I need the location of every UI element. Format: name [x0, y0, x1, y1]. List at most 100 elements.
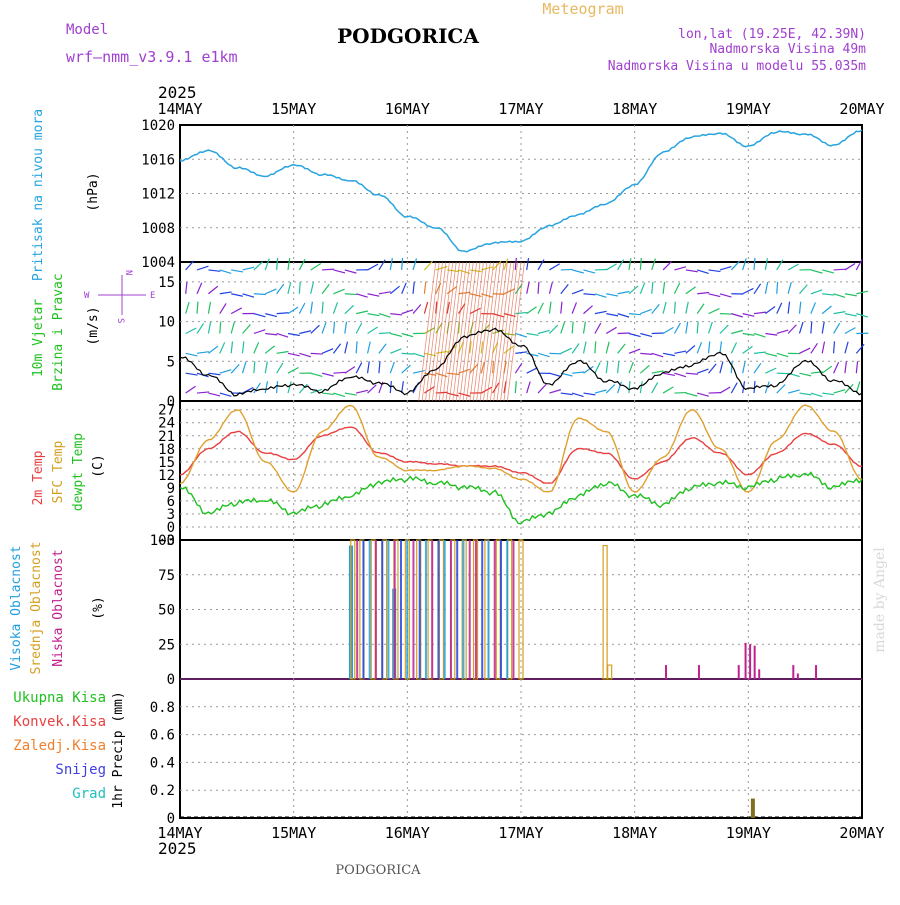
wind-arrow [640, 309, 651, 313]
cloud-bar-dense [462, 540, 464, 679]
station-elevation: Nadmorska Visina 49m [709, 42, 866, 57]
wind-arrow [322, 302, 323, 314]
wind-arrow [731, 314, 743, 317]
wind-arrow [186, 328, 197, 333]
wind-arrow [243, 324, 251, 333]
wind-hatch [429, 262, 446, 401]
wind-arrow [629, 362, 633, 373]
cloud-bar-low [758, 669, 760, 679]
wind-arrow [208, 286, 217, 293]
wind-arrow [595, 311, 607, 313]
cloud-bar-dense [425, 540, 427, 679]
wind-arrow [765, 368, 776, 373]
wind-arrow [697, 322, 698, 334]
wind-arrow [254, 294, 266, 295]
wind-arrow [379, 292, 391, 294]
cloud-bar-dense [406, 540, 408, 679]
wind-arrow [538, 353, 550, 356]
wind-arrow [197, 323, 204, 333]
wind-arrow [674, 373, 685, 376]
wind-arrow [208, 322, 210, 334]
cloud-bar-low [738, 665, 740, 679]
wind-arrow [799, 348, 810, 353]
wind-arrow [186, 282, 187, 294]
wind-arrow [254, 330, 265, 334]
wind-arrow [356, 311, 368, 314]
wind-arrow [799, 302, 800, 314]
wind-arrow [413, 258, 416, 269]
cloud-bar-mid [608, 665, 612, 679]
wind-arrow [458, 292, 470, 294]
wind-tick-label: 15 [158, 275, 175, 291]
wind-arrow [595, 294, 606, 297]
wind-arrow [265, 361, 267, 373]
wind-arrow [652, 304, 660, 313]
wind-arrow [697, 369, 708, 373]
wind-arrow [549, 282, 552, 294]
cloud-bar-low [745, 643, 747, 679]
wind-arrow [754, 312, 766, 313]
cloud-bar-dense [450, 540, 452, 679]
wind-arrow [265, 381, 267, 393]
wind-arrow [709, 322, 713, 333]
pressure-tick-label: 1008 [141, 221, 175, 237]
cloud-bar-mid [439, 540, 443, 679]
wind-arrow [799, 393, 811, 395]
wind-arrow [788, 264, 798, 270]
wind-arrow [288, 307, 298, 314]
wind-arrow [356, 390, 368, 393]
wind-hatch [446, 262, 463, 401]
wind-arrow [333, 289, 344, 294]
pressure-tick-label: 1020 [141, 118, 175, 134]
pressure-tick-label: 1004 [141, 255, 175, 271]
wind-arrow [640, 365, 649, 373]
wind-arrow [333, 393, 344, 397]
wind-arrow [754, 333, 765, 337]
precip-tick-label: 0.8 [150, 700, 175, 716]
wind-arrow [834, 390, 846, 393]
wind-arrow [197, 302, 198, 314]
wind-arrow [572, 344, 579, 354]
wind-arrow [345, 322, 347, 334]
wind-arrow [277, 363, 283, 373]
wind-arrow [333, 270, 345, 273]
wind-arrow [322, 349, 333, 354]
wind-arrow [743, 346, 753, 353]
cloud-ylabel-3: Niska Oblacnost [51, 549, 66, 666]
wind-arrow [629, 286, 638, 294]
wind-hatch [507, 262, 524, 401]
cloud-bar-dense [487, 540, 489, 679]
cloud-tick-label: 100 [150, 533, 175, 549]
precip-legend-item: Snijeg [55, 762, 106, 778]
wind-arrow [231, 308, 242, 314]
wind-arrow [220, 322, 221, 334]
precip-bar [751, 799, 755, 818]
bottom-date-label: 19MAY [726, 824, 771, 842]
wind-arrow [322, 373, 334, 376]
wind-arrow [697, 342, 701, 353]
wind-tick-label: 5 [167, 354, 175, 370]
wind-arrow [561, 284, 569, 293]
wind-arrow [709, 309, 720, 314]
wind-arrow [424, 282, 425, 294]
wind-hatch [443, 262, 460, 401]
wind-arrow [856, 361, 857, 373]
wind-arrow [504, 346, 514, 353]
wind-arrow [754, 258, 755, 270]
wind-arrow [186, 302, 189, 314]
temp-unit: (C) [91, 454, 106, 477]
wind-arrow [663, 327, 673, 333]
wind-arrow [686, 287, 696, 294]
watermark: made by Angel [872, 547, 888, 653]
wind-arrow [549, 390, 560, 393]
wind-arrow [606, 264, 616, 270]
wind-arrow [674, 267, 686, 270]
wind-arrow [834, 362, 839, 373]
wind-arrow [402, 258, 403, 270]
wind-arrow [811, 270, 823, 273]
axis-ticks: 10041008101210161020051015−3036912151821… [141, 118, 175, 827]
wind-arrow [277, 258, 278, 270]
wind-arrow [527, 382, 530, 393]
wind-arrow [754, 363, 761, 373]
